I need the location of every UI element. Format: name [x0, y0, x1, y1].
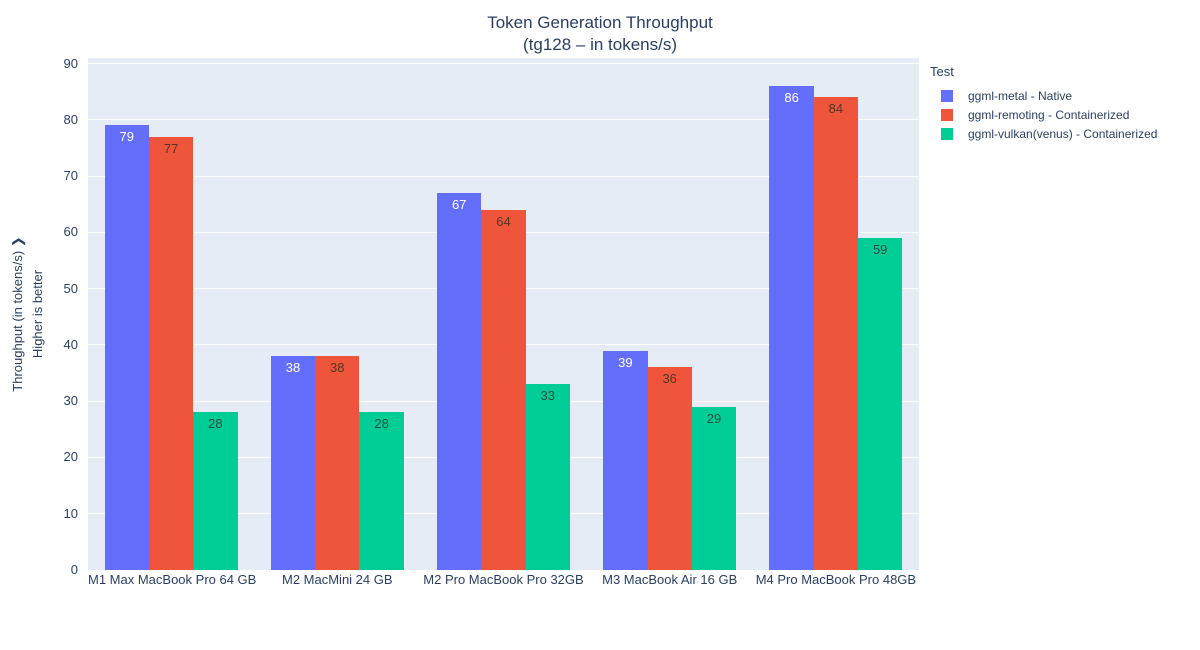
- gridline-80: [88, 119, 919, 121]
- y-tick-label-70: 70: [63, 168, 78, 184]
- y-tick-label-50: 50: [63, 280, 78, 296]
- gridline-70: [88, 175, 919, 177]
- bar-series0-cat0: 79: [104, 125, 149, 570]
- bar-value-label: 29: [706, 410, 722, 426]
- bar-series1-cat1: 38: [315, 356, 360, 570]
- bar-series1-cat0: 77: [148, 136, 194, 570]
- bar-series2-cat2: 33: [525, 384, 570, 570]
- x-tick-label-1: M2 MacMini 24 GB: [282, 572, 393, 587]
- bar-value-label: 33: [540, 388, 556, 404]
- bar-series0-cat2: 67: [437, 192, 482, 570]
- y-tick-label-10: 10: [63, 505, 78, 521]
- gridline-90: [88, 63, 919, 64]
- bar-value-label: 67: [451, 196, 467, 212]
- y-tick-label-90: 90: [63, 55, 78, 71]
- x-tick-label-4: M4 Pro MacBook Pro 48GB: [755, 572, 917, 587]
- legend: Test ggml-metal - Native ggml-remoting - …: [930, 64, 1157, 143]
- bar-value-label: 39: [618, 354, 633, 370]
- x-tick-label-0: M1 Max MacBook Pro 64 GB: [88, 572, 257, 587]
- x-tick-label-3: M3 MacBook Air 16 GB: [602, 572, 738, 587]
- bar-series0-cat1: 38: [270, 356, 316, 570]
- bar-value-label: 28: [374, 416, 389, 432]
- bar-value-label: 84: [828, 101, 844, 117]
- bar-value-label: 36: [662, 371, 677, 387]
- y-tick-label-60: 60: [63, 224, 78, 240]
- bar-value-label: 59: [872, 241, 888, 257]
- bar-series1-cat3: 36: [647, 367, 692, 570]
- legend-item-2[interactable]: ggml-vulkan(venus) - Containerized: [941, 124, 1157, 143]
- x-tick-label-2: M2 Pro MacBook Pro 32GB: [423, 572, 584, 587]
- bar-value-label: 38: [285, 360, 301, 376]
- bar-value-label: 64: [496, 213, 511, 229]
- legend-item-label: ggml-remoting - Containerized: [968, 107, 1130, 122]
- bar-series2-cat4: 59: [858, 237, 903, 570]
- plot-area: 79 77 28 38 38 28 67 64 33 39 36 29 86 84 59: [88, 58, 919, 570]
- bar-value-label: 28: [208, 416, 223, 432]
- bar-series1-cat2: 64: [481, 209, 526, 570]
- chart-title: Token Generation Throughput (tg128 – in …: [0, 12, 1200, 56]
- bar-series2-cat3: 29: [691, 406, 737, 570]
- legend-swatch-icon: [941, 89, 953, 102]
- chart-title-line2: (tg128 – in tokens/s): [522, 35, 678, 54]
- y-tick-label-80: 80: [63, 111, 78, 127]
- legend-items: ggml-metal - Native ggml-remoting - Conta…: [930, 86, 1157, 143]
- bar-series2-cat0: 28: [193, 412, 238, 570]
- y-tick-label-30: 30: [63, 393, 78, 409]
- bar-value-label: 38: [330, 360, 345, 376]
- legend-swatch-icon: [941, 127, 953, 140]
- legend-title: Test: [930, 64, 954, 79]
- bar-series0-cat3: 39: [603, 350, 648, 570]
- y-axis-title-higher-is-better: Higher is better: [30, 269, 45, 359]
- legend-item-1[interactable]: ggml-remoting - Containerized: [941, 105, 1157, 124]
- y-axis-title: Throughput (in tokens/s) ❯ Higher is bet…: [8, 58, 48, 570]
- bar-value-label: 86: [784, 90, 799, 106]
- y-tick-label-0: 0: [70, 562, 78, 577]
- bar-value-label: 77: [163, 140, 179, 156]
- bar-series2-cat1: 28: [359, 412, 404, 570]
- chart-title-line1: Token Generation Throughput: [487, 13, 713, 32]
- bar-series1-cat4: 84: [813, 97, 859, 570]
- legend-item-label: ggml-metal - Native: [968, 88, 1073, 103]
- bar-value-label: 79: [119, 129, 135, 145]
- y-tick-label-20: 20: [63, 449, 78, 465]
- legend-item-0[interactable]: ggml-metal - Native: [941, 86, 1157, 105]
- legend-swatch-icon: [941, 108, 953, 121]
- legend-item-label: ggml-vulkan(venus) - Containerized: [968, 126, 1158, 141]
- bar-series0-cat4: 86: [769, 86, 814, 570]
- y-tick-label-40: 40: [63, 336, 78, 352]
- y-axis-title-throughput: Throughput (in tokens/s) ❯: [10, 236, 25, 392]
